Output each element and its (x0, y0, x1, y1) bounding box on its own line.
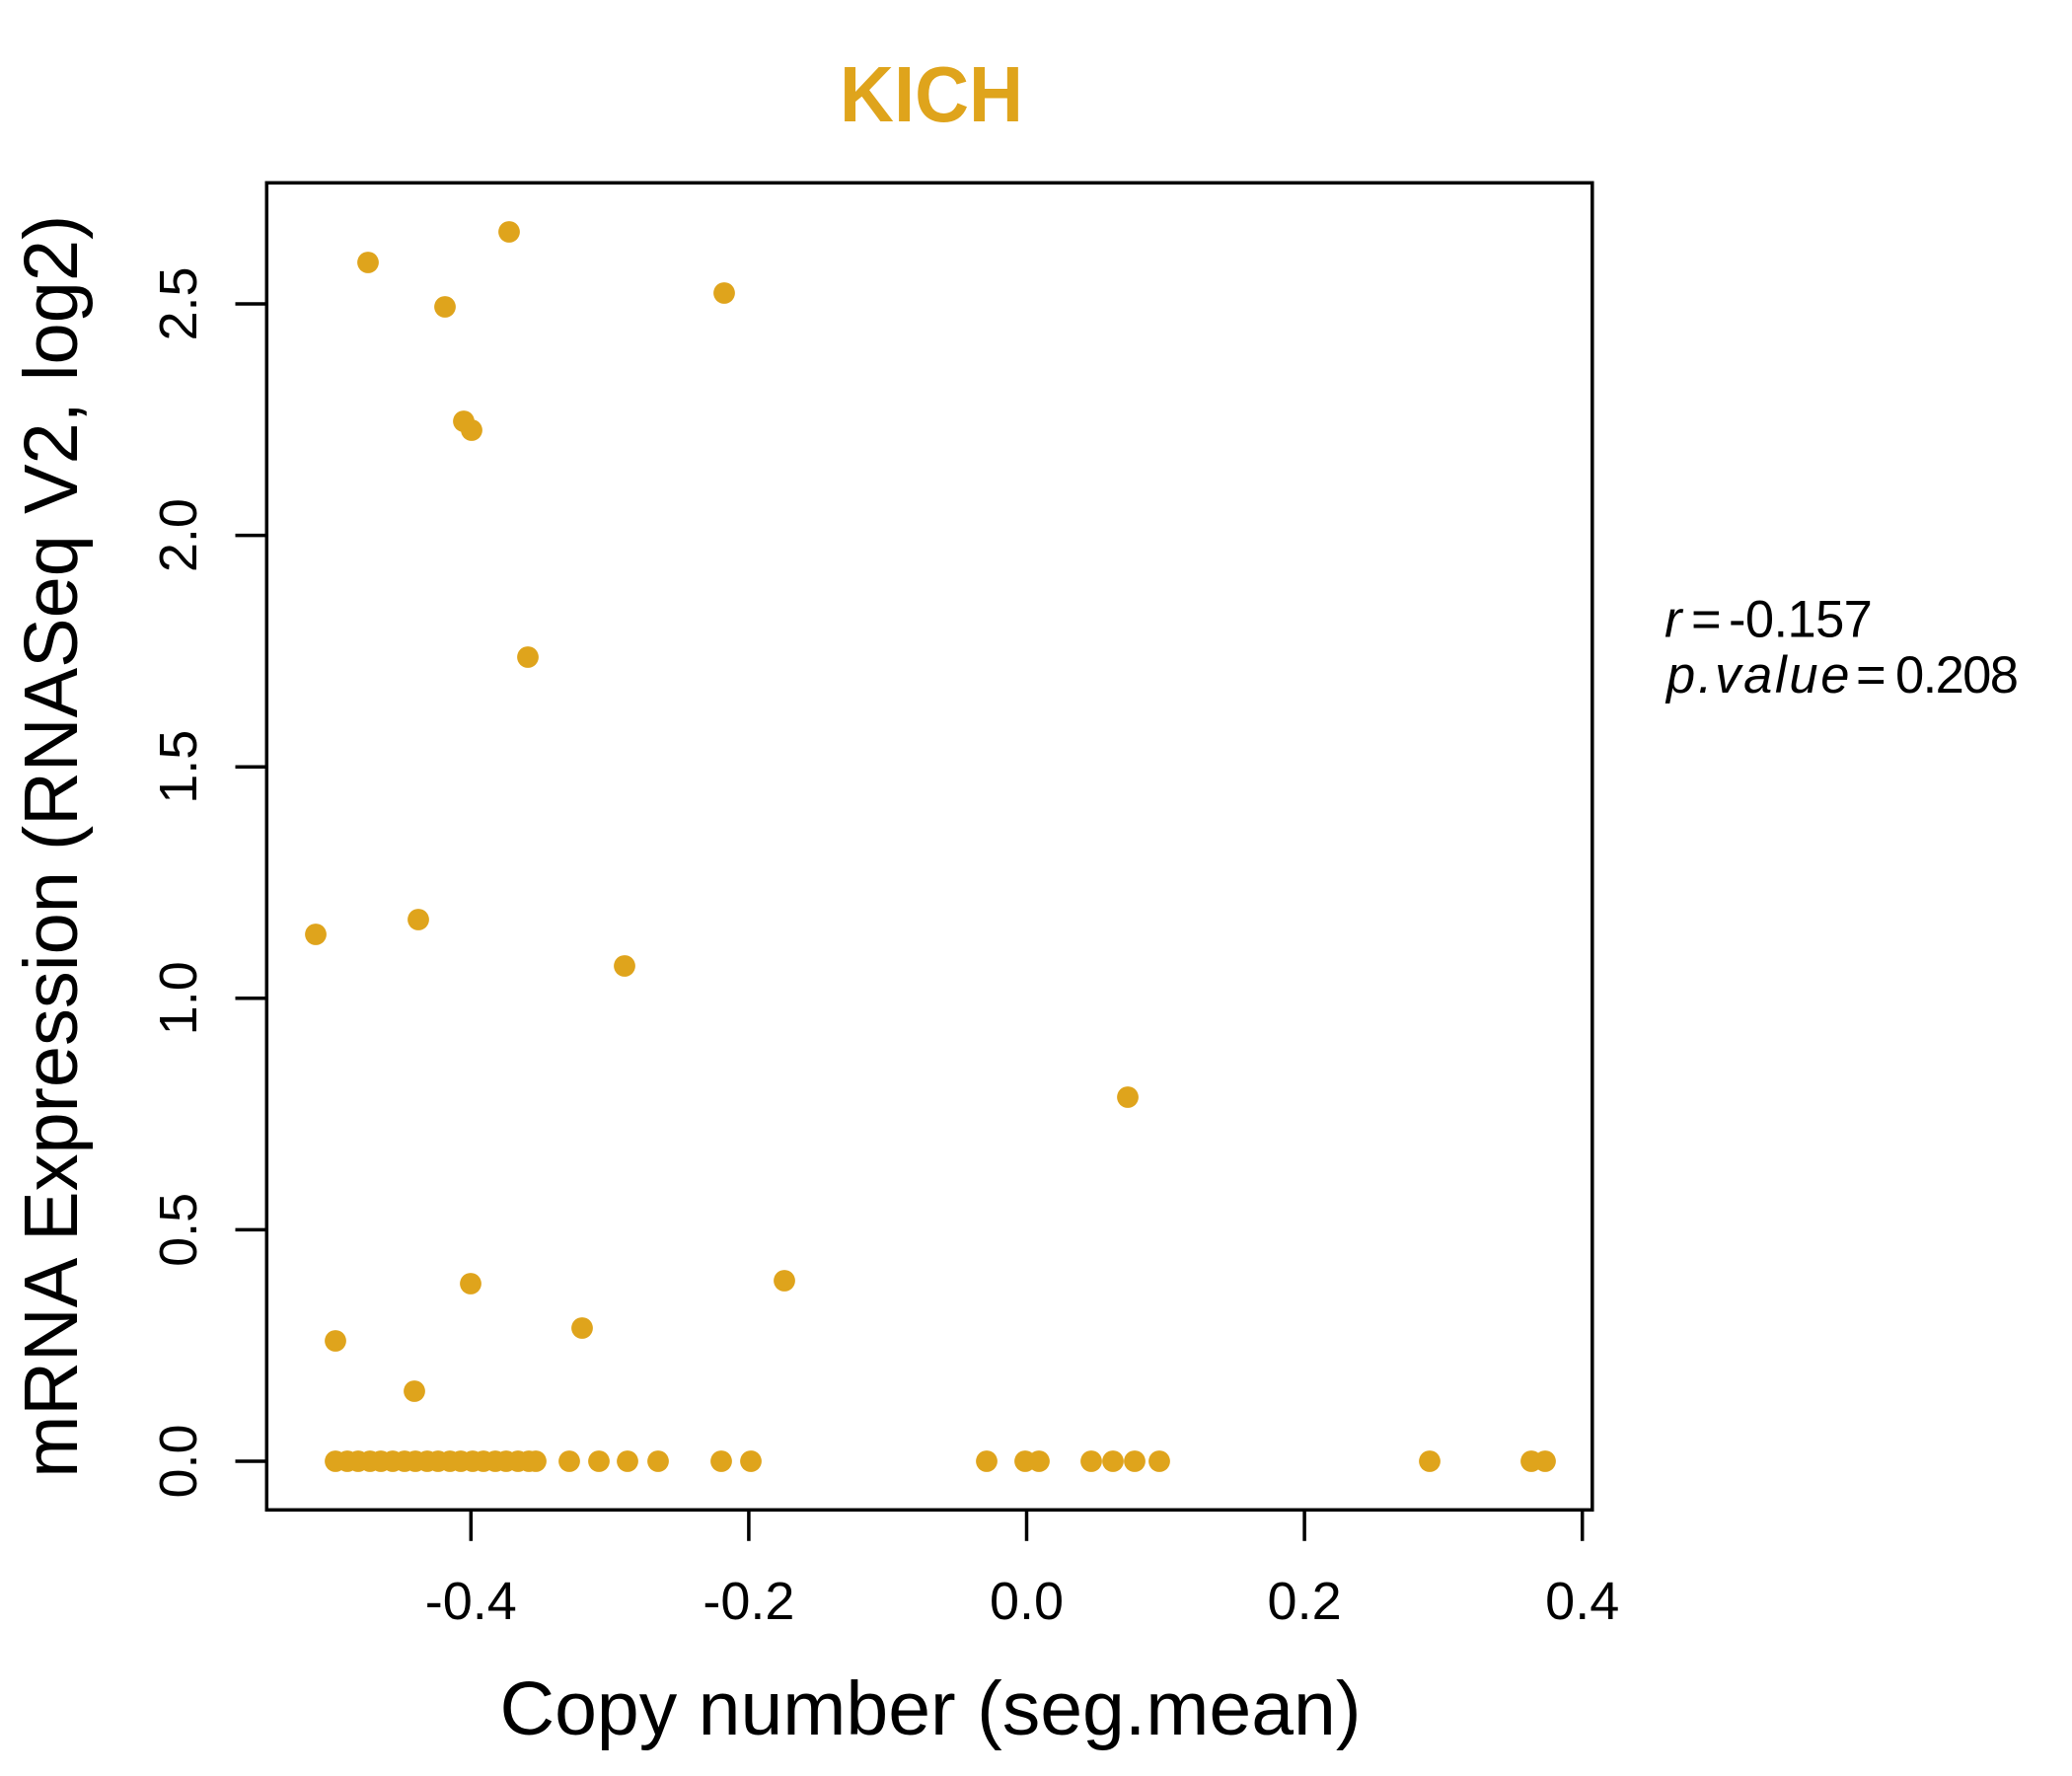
svg-text:mRNA Expression (RNASeq V2, lo: mRNA Expression (RNASeq V2, log2) (9, 215, 94, 1478)
svg-text:0.5: 0.5 (149, 1193, 208, 1267)
svg-text:1.5: 1.5 (149, 730, 208, 804)
svg-text:-0.4: -0.4 (425, 1572, 517, 1631)
svg-text:0.0: 0.0 (990, 1572, 1064, 1631)
svg-text:-0.2: -0.2 (703, 1572, 794, 1631)
svg-text:r=-0.157: r = -0.157 (1665, 591, 1872, 649)
svg-text:0.4: 0.4 (1545, 1572, 1619, 1631)
svg-text:1.0: 1.0 (149, 961, 208, 1035)
svg-text:KICH: KICH (840, 50, 1023, 138)
svg-text:0.0: 0.0 (149, 1424, 208, 1498)
svg-text:2.0: 2.0 (149, 498, 208, 572)
svg-text:0.2: 0.2 (1268, 1572, 1342, 1631)
svg-text:Copy number (seg.mean): Copy number (seg.mean) (499, 1666, 1361, 1751)
svg-text:p.value=0.208: p.value= 0.208 (1665, 646, 2017, 704)
svg-text:2.5: 2.5 (149, 266, 208, 340)
